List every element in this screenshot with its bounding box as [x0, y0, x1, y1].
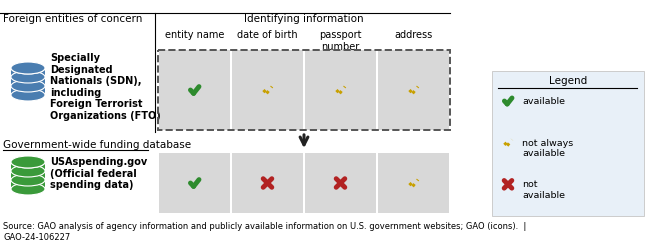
Text: Specially
Designated
Nationals (SDN),
including
Foreign Terrorist
Organizations : Specially Designated Nationals (SDN), in… — [50, 53, 161, 121]
Text: available: available — [522, 97, 565, 106]
Ellipse shape — [11, 71, 45, 83]
Bar — [305, 153, 376, 213]
Text: not
available: not available — [522, 180, 565, 200]
Bar — [11, 86, 45, 95]
Bar — [158, 50, 450, 130]
Bar — [232, 153, 303, 213]
Text: not always
available: not always available — [522, 139, 573, 158]
Bar — [11, 162, 45, 171]
Bar — [305, 50, 376, 130]
Text: Government-wide funding database: Government-wide funding database — [3, 140, 191, 150]
Ellipse shape — [11, 156, 45, 168]
Ellipse shape — [11, 62, 45, 74]
Bar — [11, 68, 45, 77]
Bar — [159, 50, 230, 130]
Text: Legend: Legend — [549, 76, 587, 86]
Text: date of birth: date of birth — [237, 30, 298, 40]
Bar — [232, 50, 303, 130]
Ellipse shape — [11, 174, 45, 186]
Ellipse shape — [11, 89, 45, 101]
Text: USAspending.gov
(Official federal
spending data): USAspending.gov (Official federal spendi… — [50, 157, 148, 190]
Ellipse shape — [11, 80, 45, 92]
Bar — [11, 180, 45, 189]
Ellipse shape — [11, 62, 45, 74]
Bar — [11, 77, 45, 86]
Text: entity name: entity name — [165, 30, 224, 40]
Text: address: address — [395, 30, 433, 40]
Bar — [378, 50, 449, 130]
Bar — [492, 71, 644, 216]
Bar — [159, 153, 230, 213]
Text: Foreign entities of concern: Foreign entities of concern — [3, 14, 142, 24]
Ellipse shape — [11, 183, 45, 195]
Ellipse shape — [11, 156, 45, 168]
Text: passport
number: passport number — [319, 30, 362, 51]
Bar — [378, 153, 449, 213]
Text: GAO-24-106227: GAO-24-106227 — [3, 233, 70, 242]
Ellipse shape — [11, 165, 45, 177]
Bar — [11, 171, 45, 180]
Text: Source: GAO analysis of agency information and publicly available information on: Source: GAO analysis of agency informati… — [3, 222, 526, 231]
Text: Identifying information: Identifying information — [244, 14, 364, 24]
